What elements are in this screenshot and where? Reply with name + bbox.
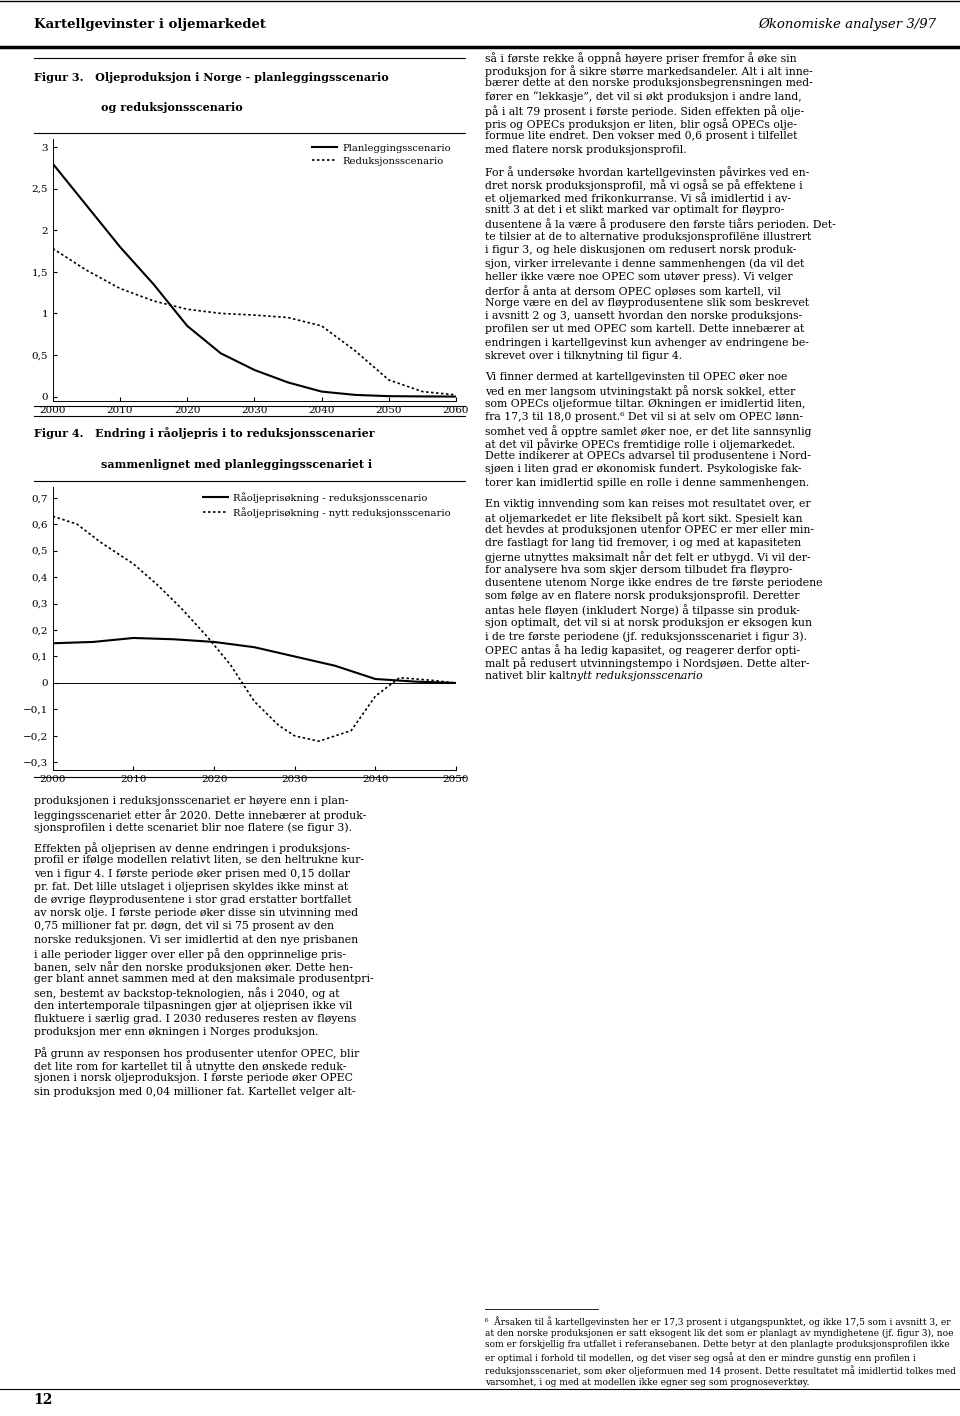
Text: dusentene utenom Norge ikke endres de tre første periodene: dusentene utenom Norge ikke endres de tr…	[485, 578, 823, 588]
Text: ven i figur 4. I første periode øker prisen med 0,15 dollar: ven i figur 4. I første periode øker pri…	[34, 868, 349, 878]
Text: sammenlignet med planleggingsscenariet i: sammenlignet med planleggingsscenariet i	[101, 459, 372, 470]
Text: profil er ifølge modellen relativt liten, se den heltrukne kur-: profil er ifølge modellen relativt liten…	[34, 855, 364, 865]
Text: malt på redusert utvinningstempo i Nordsjøen. Dette alter-: malt på redusert utvinningstempo i Nords…	[485, 657, 809, 670]
Text: dre fastlagt for lang tid fremover, i og med at kapasiteten: dre fastlagt for lang tid fremover, i og…	[485, 538, 801, 548]
Text: ger blant annet sammen med at den maksimale produsentpri-: ger blant annet sammen med at den maksim…	[34, 974, 373, 984]
Text: Dette indikerer at OPECs advarsel til produsentene i Nord-: Dette indikerer at OPECs advarsel til pr…	[485, 452, 810, 462]
Text: Vi finner dermed at kartellgevinsten til OPEC øker noe: Vi finner dermed at kartellgevinsten til…	[485, 372, 787, 382]
Text: dret norsk produksjonsprofil, må vi også se på effektene i: dret norsk produksjonsprofil, må vi også…	[485, 178, 803, 191]
Text: pris og OPECs produksjon er liten, blir også OPECs olje-: pris og OPECs produksjon er liten, blir …	[485, 118, 797, 130]
Text: sen, bestemt av backstop-teknologien, nås i 2040, og at: sen, bestemt av backstop-teknologien, nå…	[34, 987, 339, 1000]
Text: banen, selv når den norske produksjonen øker. Dette hen-: banen, selv når den norske produksjonen …	[34, 961, 352, 973]
Text: produksjon mer enn økningen i Norges produksjon.: produksjon mer enn økningen i Norges pro…	[34, 1027, 318, 1038]
Text: formue lite endret. Den vokser med 0,6 prosent i tilfellet: formue lite endret. Den vokser med 0,6 p…	[485, 132, 797, 142]
Text: gjerne utnyttes maksimalt når det felt er utbygd. Vi vil der-: gjerne utnyttes maksimalt når det felt e…	[485, 552, 810, 564]
Text: produksjon for å sikre større markedsandeler. Alt i alt inne-: produksjon for å sikre større markedsand…	[485, 65, 812, 76]
Text: og reduksjonsscenario: og reduksjonsscenario	[101, 102, 242, 113]
Text: nativet blir kalt: nativet blir kalt	[485, 671, 573, 681]
Text: et oljemarked med frikonkurranse. Vi så imidlertid i av-: et oljemarked med frikonkurranse. Vi så …	[485, 193, 791, 204]
Text: pr. fat. Det lille utslaget i oljeprisen skyldes ikke minst at: pr. fat. Det lille utslaget i oljeprisen…	[34, 882, 348, 892]
Text: i figur 3, og hele diskusjonen om redusert norsk produk-: i figur 3, og hele diskusjonen om reduse…	[485, 245, 796, 255]
Text: det lite rom for kartellet til å utnytte den ønskede reduk-: det lite rom for kartellet til å utnytte…	[34, 1061, 346, 1072]
Text: det hevdes at produksjonen utenfor OPEC er mer eller min-: det hevdes at produksjonen utenfor OPEC …	[485, 525, 814, 535]
Text: Kartellgevinster i oljemarkedet: Kartellgevinster i oljemarkedet	[34, 17, 266, 31]
Text: torer kan imidlertid spille en rolle i denne sammenhengen.: torer kan imidlertid spille en rolle i d…	[485, 477, 809, 487]
Text: derfor å anta at dersom OPEC opløses som kartell, vil: derfor å anta at dersom OPEC opløses som…	[485, 285, 780, 296]
Text: fører en “lekkasje”, det vil si økt produksjon i andre land,: fører en “lekkasje”, det vil si økt prod…	[485, 92, 802, 102]
Text: endringen i kartellgevinst kun avhenger av endringene be-: endringen i kartellgevinst kun avhenger …	[485, 337, 808, 347]
Text: sjonsprofilen i dette scenariet blir noe flatere (se figur 3).: sjonsprofilen i dette scenariet blir noe…	[34, 823, 351, 833]
Text: fluktuere i særlig grad. I 2030 reduseres resten av fløyens: fluktuere i særlig grad. I 2030 redusere…	[34, 1014, 356, 1024]
Text: leggingsscenariet etter år 2020. Dette innebærer at produk-: leggingsscenariet etter år 2020. Dette i…	[34, 809, 366, 821]
Text: på i alt 79 prosent i første periode. Siden effekten på olje-: på i alt 79 prosent i første periode. Si…	[485, 105, 804, 116]
Text: profilen ser ut med OPEC som kartell. Dette innebærer at: profilen ser ut med OPEC som kartell. De…	[485, 324, 804, 334]
Text: sin produksjon med 0,04 millioner fat. Kartellet velger alt-: sin produksjon med 0,04 millioner fat. K…	[34, 1086, 355, 1097]
Text: så i første rekke å oppnå høyere priser fremfor å øke sin: så i første rekke å oppnå høyere priser …	[485, 52, 797, 64]
Text: Figur 4.   Endring i råoljepris i to reduksjonsscenarier: Figur 4. Endring i råoljepris i to reduk…	[34, 428, 374, 439]
Text: med flatere norsk produksjonsprofil.: med flatere norsk produksjonsprofil.	[485, 144, 686, 154]
Text: at oljemarkedet er lite fleksibelt på kort sikt. Spesielt kan: at oljemarkedet er lite fleksibelt på ko…	[485, 513, 803, 524]
Text: dusentene å la være å produsere den første tiårs perioden. Det-: dusentene å la være å produsere den førs…	[485, 218, 835, 231]
Text: som OPECs oljeformue tiltar. Økningen er imidlertid liten,: som OPECs oljeformue tiltar. Økningen er…	[485, 398, 805, 408]
Text: i de tre første periodene (jf. reduksjonsscenariet i figur 3).: i de tre første periodene (jf. reduksjon…	[485, 632, 806, 641]
Text: sjon optimalt, det vil si at norsk produksjon er eksogen kun: sjon optimalt, det vil si at norsk produ…	[485, 617, 812, 627]
Text: En viktig innvending som kan reises mot resultatet over, er: En viktig innvending som kan reises mot …	[485, 498, 810, 508]
Text: for analysere hva som skjer dersom tilbudet fra fløypro-: for analysere hva som skjer dersom tilbu…	[485, 565, 792, 575]
Text: Økonomiske analyser 3/97: Økonomiske analyser 3/97	[758, 17, 936, 31]
Text: bærer dette at den norske produksjonsbegrensningen med-: bærer dette at den norske produksjonsbeg…	[485, 78, 812, 88]
Text: te tilsier at de to alternative produksjonsprofilëne illustrert: te tilsier at de to alternative produksj…	[485, 232, 811, 242]
Text: norske reduksjonen. Vi ser imidlertid at den nye prisbanen: norske reduksjonen. Vi ser imidlertid at…	[34, 935, 358, 944]
Text: antas hele fløyen (inkludert Norge) å tilpasse sin produk-: antas hele fløyen (inkludert Norge) å ti…	[485, 605, 800, 616]
Legend: Råoljeprisøkning - reduksjonsscenario, Råoljeprisøkning - nytt reduksjonsscenari: Råoljeprisøkning - reduksjonsscenario, R…	[204, 493, 451, 518]
Text: i avsnitt 2 og 3, uansett hvordan den norske produksjons-: i avsnitt 2 og 3, uansett hvordan den no…	[485, 312, 802, 321]
Text: de øvrige fløyprodusentene i stor grad erstatter bortfallet: de øvrige fløyprodusentene i stor grad e…	[34, 895, 351, 905]
Text: sjon, virker irrelevante i denne sammenhengen (da vil det: sjon, virker irrelevante i denne sammenh…	[485, 258, 804, 269]
Text: sjøen i liten grad er økonomisk fundert. Psykologiske fak-: sjøen i liten grad er økonomisk fundert.…	[485, 464, 802, 474]
Text: fra 17,3 til 18,0 prosent.⁶ Det vil si at selv om OPEC lønn-: fra 17,3 til 18,0 prosent.⁶ Det vil si a…	[485, 412, 803, 422]
Text: Effekten på oljeprisen av denne endringen i produksjons-: Effekten på oljeprisen av denne endringe…	[34, 843, 349, 854]
Text: ved en mer langsom utviningstakt på norsk sokkel, etter: ved en mer langsom utviningstakt på nors…	[485, 385, 795, 396]
Text: somhet ved å opptre samlet øker noe, er det lite sannsynlig: somhet ved å opptre samlet øker noe, er …	[485, 425, 811, 436]
Text: ⁶  Årsaken til å kartellgevinsten her er 17,3 prosent i utgangspunktet, og ikke : ⁶ Årsaken til å kartellgevinsten her er …	[485, 1317, 955, 1388]
Text: .: .	[679, 671, 683, 681]
Text: For å undersøke hvordan kartellgevinsten påvirkes ved en-: For å undersøke hvordan kartellgevinsten…	[485, 166, 809, 177]
Text: Norge være en del av fløyprodusentene slik som beskrevet: Norge være en del av fløyprodusentene sl…	[485, 297, 808, 307]
Text: i alle perioder ligger over eller på den opprinnelige pris-: i alle perioder ligger over eller på den…	[34, 947, 346, 960]
Text: som følge av en flatere norsk produksjonsprofil. Deretter: som følge av en flatere norsk produksjon…	[485, 592, 800, 602]
Text: produksjonen i reduksjonsscenariet er høyere enn i plan-: produksjonen i reduksjonsscenariet er hø…	[34, 796, 348, 806]
Text: den intertemporale tilpasningen gjør at oljeprisen ikke vil: den intertemporale tilpasningen gjør at …	[34, 1001, 352, 1011]
Text: nytt reduksjonsscenario: nytt reduksjonsscenario	[570, 671, 703, 681]
Text: 0,75 millioner fat pr. døgn, det vil si 75 prosent av den: 0,75 millioner fat pr. døgn, det vil si …	[34, 922, 334, 932]
Text: at det vil påvirke OPECs fremtidige rolle i oljemarkedet.: at det vil påvirke OPECs fremtidige roll…	[485, 438, 795, 450]
Text: sjonen i norsk oljeproduksjon. I første periode øker OPEC: sjonen i norsk oljeproduksjon. I første …	[34, 1073, 352, 1083]
Text: heller ikke være noe OPEC som utøver press). Vi velger: heller ikke være noe OPEC som utøver pre…	[485, 272, 792, 282]
Text: av norsk olje. I første periode øker disse sin utvinning med: av norsk olje. I første periode øker dis…	[34, 908, 358, 918]
Text: OPEC antas å ha ledig kapasitet, og reagerer derfor opti-: OPEC antas å ha ledig kapasitet, og reag…	[485, 644, 800, 656]
Text: Figur 3.   Oljeproduksjon i Norge - planleggingsscenario: Figur 3. Oljeproduksjon i Norge - planle…	[34, 72, 389, 84]
Legend: Planleggingsscenario, Reduksjonsscenario: Planleggingsscenario, Reduksjonsscenario	[312, 144, 451, 166]
Text: 12: 12	[34, 1393, 53, 1408]
Text: skrevet over i tilknytning til figur 4.: skrevet over i tilknytning til figur 4.	[485, 351, 682, 361]
Text: snitt 3 at det i et slikt marked var optimalt for fløypro-: snitt 3 at det i et slikt marked var opt…	[485, 205, 784, 215]
Text: På grunn av responsen hos produsenter utenfor OPEC, blir: På grunn av responsen hos produsenter ut…	[34, 1046, 359, 1059]
